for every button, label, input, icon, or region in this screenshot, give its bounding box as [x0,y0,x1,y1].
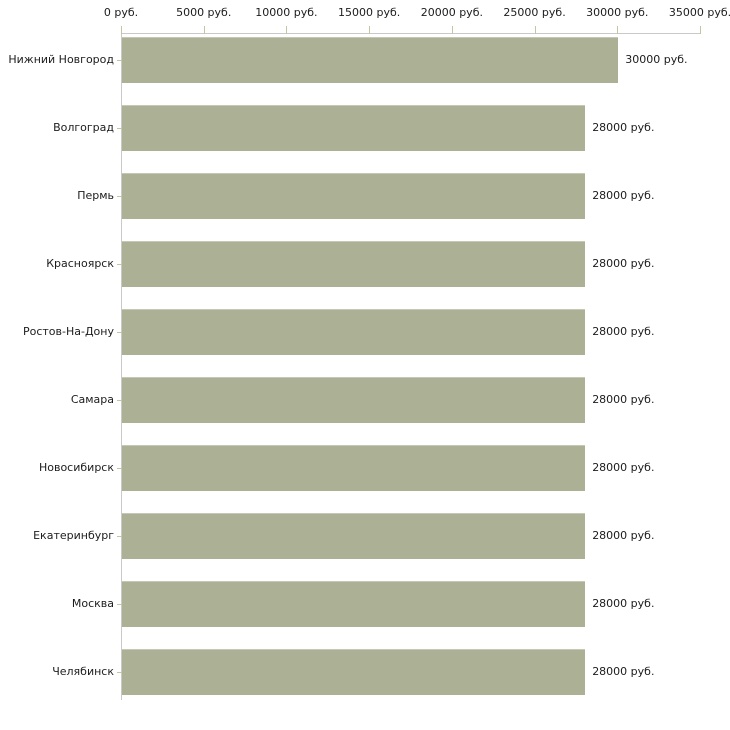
category-label: Пермь [77,189,114,202]
category-label: Новосибирск [38,461,114,474]
category-label: Нижний Новгород [8,53,114,66]
bar [122,649,586,695]
value-label: 28000 руб. [592,529,655,542]
bar [122,105,586,151]
value-label: 28000 руб. [592,665,655,678]
value-label: 28000 руб. [592,121,655,134]
bar [122,581,586,627]
y-tick-mark [117,60,122,61]
value-label: 28000 руб. [592,393,655,406]
x-tick-label: 30000 руб. [586,6,649,19]
x-tick-mark [451,26,453,34]
value-label: 28000 руб. [592,257,655,270]
bar [122,445,586,491]
y-tick-mark [117,264,122,265]
x-tick-mark [534,26,536,34]
x-tick-mark [369,26,371,34]
y-tick-mark [117,128,122,129]
x-tick-label: 20000 руб. [420,6,483,19]
category-label: Челябинск [52,665,114,678]
x-tick-label: 35000 руб. [668,6,730,19]
y-tick-mark [117,468,122,469]
x-tick-mark [617,26,619,34]
x-tick-label: 5000 руб. [176,6,232,19]
x-tick-mark [121,26,122,34]
category-label: Екатеринбург [33,529,114,542]
y-tick-mark [117,196,122,197]
category-label: Ростов-На-Дону [22,325,114,338]
y-tick-mark [117,400,122,401]
category-label: Самара [70,393,114,406]
category-label: Красноярск [46,257,114,270]
category-label: Москва [71,597,114,610]
x-tick-mark [700,26,701,34]
x-tick-label: 15000 руб. [338,6,401,19]
value-label: 28000 руб. [592,461,655,474]
value-label: 28000 руб. [592,189,655,202]
bar [122,377,586,423]
x-tick-label: 0 руб. [103,6,139,19]
bar [122,309,586,355]
bar [122,173,586,219]
x-tick-label: 10000 руб. [255,6,318,19]
y-tick-mark [117,672,122,673]
x-tick-mark [286,26,288,34]
bar [122,241,586,287]
y-tick-mark [117,332,122,333]
y-tick-mark [117,536,122,537]
y-tick-mark [117,604,122,605]
y-axis-line [121,33,122,700]
x-tick-mark [203,26,205,34]
value-label: 30000 руб. [625,53,688,66]
bar [122,513,586,559]
x-tick-label: 25000 руб. [503,6,566,19]
x-axis-line [121,33,701,34]
value-label: 28000 руб. [592,325,655,338]
bar [122,37,619,83]
category-label: Волгоград [53,121,114,134]
value-label: 28000 руб. [592,597,655,610]
